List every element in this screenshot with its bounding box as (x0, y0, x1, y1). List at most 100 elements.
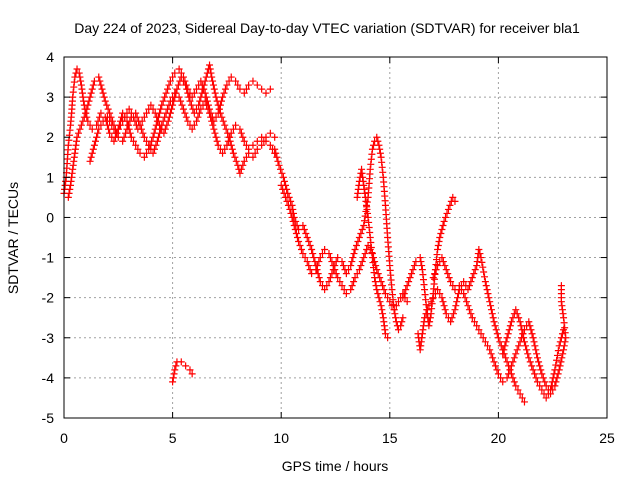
data-point (375, 294, 383, 302)
data-point (223, 81, 231, 89)
data-point (355, 266, 363, 274)
data-point (87, 153, 95, 161)
data-point (206, 65, 214, 73)
data-point (258, 85, 266, 93)
data-point (209, 121, 217, 129)
y-tick-label: 3 (46, 89, 54, 105)
data-point (278, 169, 286, 177)
data-point (489, 354, 497, 362)
data-point (551, 366, 559, 374)
data-point (334, 274, 342, 282)
data-point (240, 89, 248, 97)
data-point (266, 85, 274, 93)
data-point (443, 209, 451, 217)
data-point (95, 125, 103, 133)
data-point (392, 314, 400, 322)
data-point (236, 85, 244, 93)
data-point (477, 330, 485, 338)
data-point (439, 221, 447, 229)
data-point (423, 306, 431, 314)
data-point (403, 298, 411, 306)
data-point (195, 101, 203, 109)
data-point (97, 109, 105, 117)
data-point (80, 113, 88, 121)
data-point (399, 314, 407, 322)
data-point (119, 137, 127, 145)
data-point (160, 129, 168, 137)
data-point (182, 362, 190, 370)
data-point (502, 354, 510, 362)
data-point (502, 338, 510, 346)
data-point (394, 326, 402, 334)
data-point (436, 234, 444, 241)
data-point (485, 294, 493, 302)
data-point (225, 133, 233, 141)
data-point (548, 378, 556, 386)
data-point (279, 185, 287, 193)
data-point (496, 338, 504, 346)
data-point (355, 234, 363, 241)
data-point (190, 89, 198, 97)
x-tick-label: 0 (60, 430, 68, 446)
data-point (316, 278, 324, 286)
data-point (157, 105, 165, 113)
data-point (168, 105, 176, 113)
data-point (392, 302, 400, 310)
data-point (99, 89, 107, 97)
data-point (520, 334, 528, 342)
data-point (162, 89, 170, 97)
data-point (368, 145, 376, 153)
data-point (529, 334, 537, 342)
data-point (513, 310, 521, 318)
data-point (245, 149, 253, 157)
data-point (86, 93, 94, 101)
data-point (422, 310, 430, 318)
data-point (103, 101, 111, 109)
data-point (151, 109, 159, 117)
data-point (215, 105, 223, 113)
data-point (347, 286, 355, 294)
data-point (65, 189, 73, 197)
data-point (288, 213, 296, 221)
data-point (237, 165, 245, 173)
data-point (122, 129, 130, 137)
data-point (85, 97, 93, 105)
data-point (381, 290, 389, 298)
data-point (480, 268, 488, 276)
data-point (145, 141, 153, 149)
data-point (214, 101, 222, 109)
data-point (224, 129, 232, 137)
data-point (520, 338, 528, 346)
data-point (249, 141, 257, 149)
data-point (435, 238, 443, 246)
data-point (442, 310, 450, 318)
data-point (183, 85, 191, 93)
data-point (276, 165, 284, 173)
data-point (416, 254, 424, 262)
data-point (522, 342, 530, 350)
data-point (526, 358, 534, 366)
data-point (149, 105, 157, 113)
data-point (394, 298, 402, 306)
data-point (227, 141, 235, 149)
data-point (553, 351, 561, 359)
data-point (475, 326, 483, 334)
data-point (460, 278, 468, 286)
data-point (349, 254, 357, 262)
data-point (417, 258, 425, 266)
data-point (309, 250, 317, 258)
data-point (165, 81, 173, 89)
data-point (192, 117, 200, 125)
data-point (234, 81, 242, 89)
data-point (473, 322, 481, 330)
data-point (371, 274, 379, 282)
data-point (192, 105, 200, 113)
data-point (450, 310, 458, 318)
data-point (101, 97, 109, 105)
data-point (143, 137, 151, 145)
y-tick-label: -1 (42, 250, 55, 266)
data-point (519, 330, 527, 338)
data-point (468, 314, 476, 322)
data-point (179, 105, 187, 113)
data-point (273, 153, 281, 161)
